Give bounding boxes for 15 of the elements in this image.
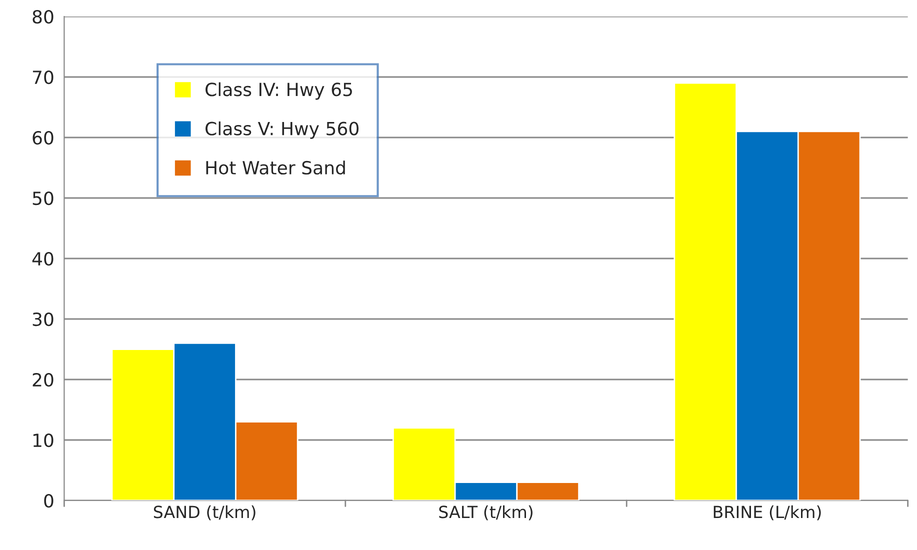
y-tick-label: 70 (32, 70, 54, 84)
x-tick-label: BRINE (L/km) (714, 505, 821, 520)
x-tick-label: SALT (t/km) (439, 505, 532, 520)
legend-label: Class V: Hwy 560 (206, 121, 359, 139)
y-tick-label: 60 (32, 130, 54, 145)
legend-label: Hot Water Sand (206, 160, 345, 175)
y-tick-label: 80 (32, 10, 54, 24)
y-tick-label: 50 (32, 191, 54, 206)
y-tick-label: 30 (32, 312, 54, 326)
y-tick-label: 40 (32, 252, 54, 266)
y-tick-label: 0 (44, 494, 54, 508)
legend-label: Class IV: Hwy 65 (206, 82, 352, 100)
y-tick-label: 20 (32, 372, 54, 387)
x-tick-label: SAND (t/km) (154, 505, 256, 520)
y-tick-label: 10 (33, 433, 54, 448)
